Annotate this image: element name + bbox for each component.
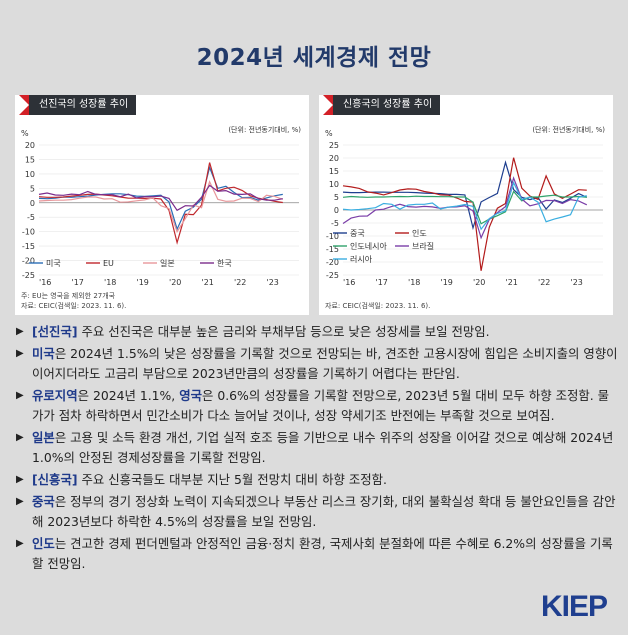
triangle-icon: ▶: [16, 474, 24, 485]
triangle-icon: ▶: [16, 538, 24, 549]
chart-advanced: % (단위: 전년동기대비, %) 20 15 10 5 0 -5 -10 -15 -20 -25 '1…: [21, 125, 301, 287]
y-unit-label: %: [325, 129, 333, 138]
x-tick-label: '22: [538, 278, 550, 287]
x-tick-label: '21: [202, 278, 214, 287]
legend-label-ru: 러시아: [350, 254, 373, 264]
y-tick-label: -5: [27, 213, 35, 222]
x-tick-label: '18: [104, 278, 116, 287]
chart-panel-advanced: 선진국의 성장률 추이 % (단위: 전년동기대비, %) 20 15 10 5 0 -5 -1…: [15, 95, 309, 315]
x-tick-label: '22: [234, 278, 246, 287]
legend-label-jp: 일본: [160, 259, 175, 268]
y-tick-label: -10: [326, 232, 339, 241]
unit-note: (단위: 전년동기대비, %): [532, 125, 605, 134]
y-tick-label: 15: [329, 167, 339, 176]
bullet-advanced: ▶ [선진국] 주요 선진국은 대부분 높은 금리와 부채부담 등으로 낮은 성장…: [14, 322, 620, 342]
triangle-icon: ▶: [16, 432, 24, 443]
bullet-japan: ▶ 일본은 고용 및 소득 환경 개선, 기업 실적 호조 등을 기반으로 내수 …: [16, 430, 614, 465]
x-tick-label: '18: [408, 278, 420, 287]
legend-label-eu: EU: [103, 259, 114, 268]
y-tick-label: -5: [331, 219, 339, 228]
legend-label-id: 인도네시아: [350, 241, 387, 251]
chart-emerging: % (단위: 전년동기대비, %) 25 20 15 10 5 0 -5 -10 -15 -20 -25…: [325, 125, 605, 287]
y-tick-label: 20: [329, 154, 339, 163]
x-tick-label: '17: [376, 278, 388, 287]
x-tick-label: '23: [267, 278, 279, 287]
legend-label-us: 미국: [46, 259, 61, 268]
triangle-icon: ▶: [16, 390, 24, 401]
series-line-kr: [38, 184, 283, 212]
x-tick-label: '16: [39, 278, 51, 287]
bullet-euro: ▶ 유로지역은 2024년 1.1%, 영국은 0.6%의 성장률을 기록할 전망…: [16, 388, 610, 423]
series-line-in: [342, 157, 587, 271]
triangle-icon: ▶: [16, 496, 24, 507]
y-tick-label: -25: [326, 271, 339, 280]
y-tick-label: -20: [22, 257, 35, 266]
kiep-logo: KIEP: [541, 590, 608, 623]
series-line-br: [342, 176, 588, 240]
legend-label-in: 인도: [412, 228, 427, 238]
y-tick-label: 0: [334, 206, 339, 215]
page-title: 2024년 세계경제 전망: [196, 45, 432, 71]
series-line-ru: [342, 181, 587, 231]
x-tick-label: '19: [137, 278, 149, 287]
legend-label-cn: 중국: [350, 229, 365, 238]
x-tick-label: '19: [441, 278, 453, 287]
y-tick-label: 10: [329, 180, 339, 189]
footnote-advanced: 주: EU는 영국을 제외한 27개국: [21, 292, 116, 300]
y-tick-label: -20: [326, 258, 339, 267]
y-tick-label: 0: [30, 199, 35, 208]
y-tick-label: -15: [326, 245, 339, 254]
series-line-id: [342, 190, 587, 225]
y-unit-label: %: [21, 129, 29, 138]
x-tick-label: '21: [506, 278, 518, 287]
triangle-icon: ▶: [16, 348, 24, 359]
chart-panel-emerging: 신흥국의 성장률 추이 % (단위: 전년동기대비, %) 25 20 15 10 5 0 -5…: [319, 95, 613, 315]
y-tick-label: 10: [25, 170, 35, 179]
source-advanced: 자료: CEIC(검색일: 2023. 11. 6).: [21, 302, 127, 310]
y-tick-label: -15: [22, 242, 35, 251]
y-tick-label: 20: [25, 141, 35, 150]
y-tick-label: 15: [25, 155, 35, 164]
series-line-cn: [342, 160, 588, 231]
y-tick-label: -25: [22, 271, 35, 280]
bullet-china: ▶ 중국은 정부의 경기 정상화 노력이 지속되겠으나 부동산 리스크 장기화, …: [16, 494, 616, 529]
x-tick-label: '16: [343, 278, 355, 287]
y-tick-label: 5: [30, 184, 35, 193]
y-tick-label: 5: [334, 193, 339, 202]
bullet-us: ▶ 미국은 2024년 1.5%의 낮은 성장률을 기록할 것으로 전망되는 바,…: [16, 346, 618, 381]
series-line-jp: [38, 180, 284, 234]
y-tick-label: -10: [22, 228, 35, 237]
chart-tag-emerging: 신흥국의 성장률 추이: [322, 95, 441, 115]
bullet-emerging: ▶ [신흥국] 주요 신흥국들도 대부분 지난 5월 전망치 대비 하향 조정함.: [14, 470, 620, 490]
bullet-india: ▶ 인도는 견고한 경제 펀더멘털과 안정적인 금융·정치 환경, 국제사회 분절…: [16, 536, 613, 571]
x-tick-label: '20: [473, 278, 485, 287]
x-tick-label: '23: [571, 278, 583, 287]
legend-label-kr: 한국: [217, 259, 232, 268]
y-tick-label: 25: [329, 141, 339, 150]
bullet-list: ▶ [선진국] 주요 선진국은 대부분 높은 금리와 부채부담 등으로 낮은 성장…: [14, 322, 620, 576]
legend-label-br: 브라질: [412, 242, 434, 251]
chart-tag-advanced: 선진국의 성장률 추이: [18, 95, 137, 115]
x-tick-label: '17: [72, 278, 84, 287]
source-emerging: 자료: CEIC(검색일: 2023. 11. 6).: [325, 302, 431, 310]
x-tick-label: '20: [169, 278, 181, 287]
triangle-icon: ▶: [16, 326, 24, 337]
unit-note: (단위: 전년동기대비, %): [228, 125, 301, 134]
